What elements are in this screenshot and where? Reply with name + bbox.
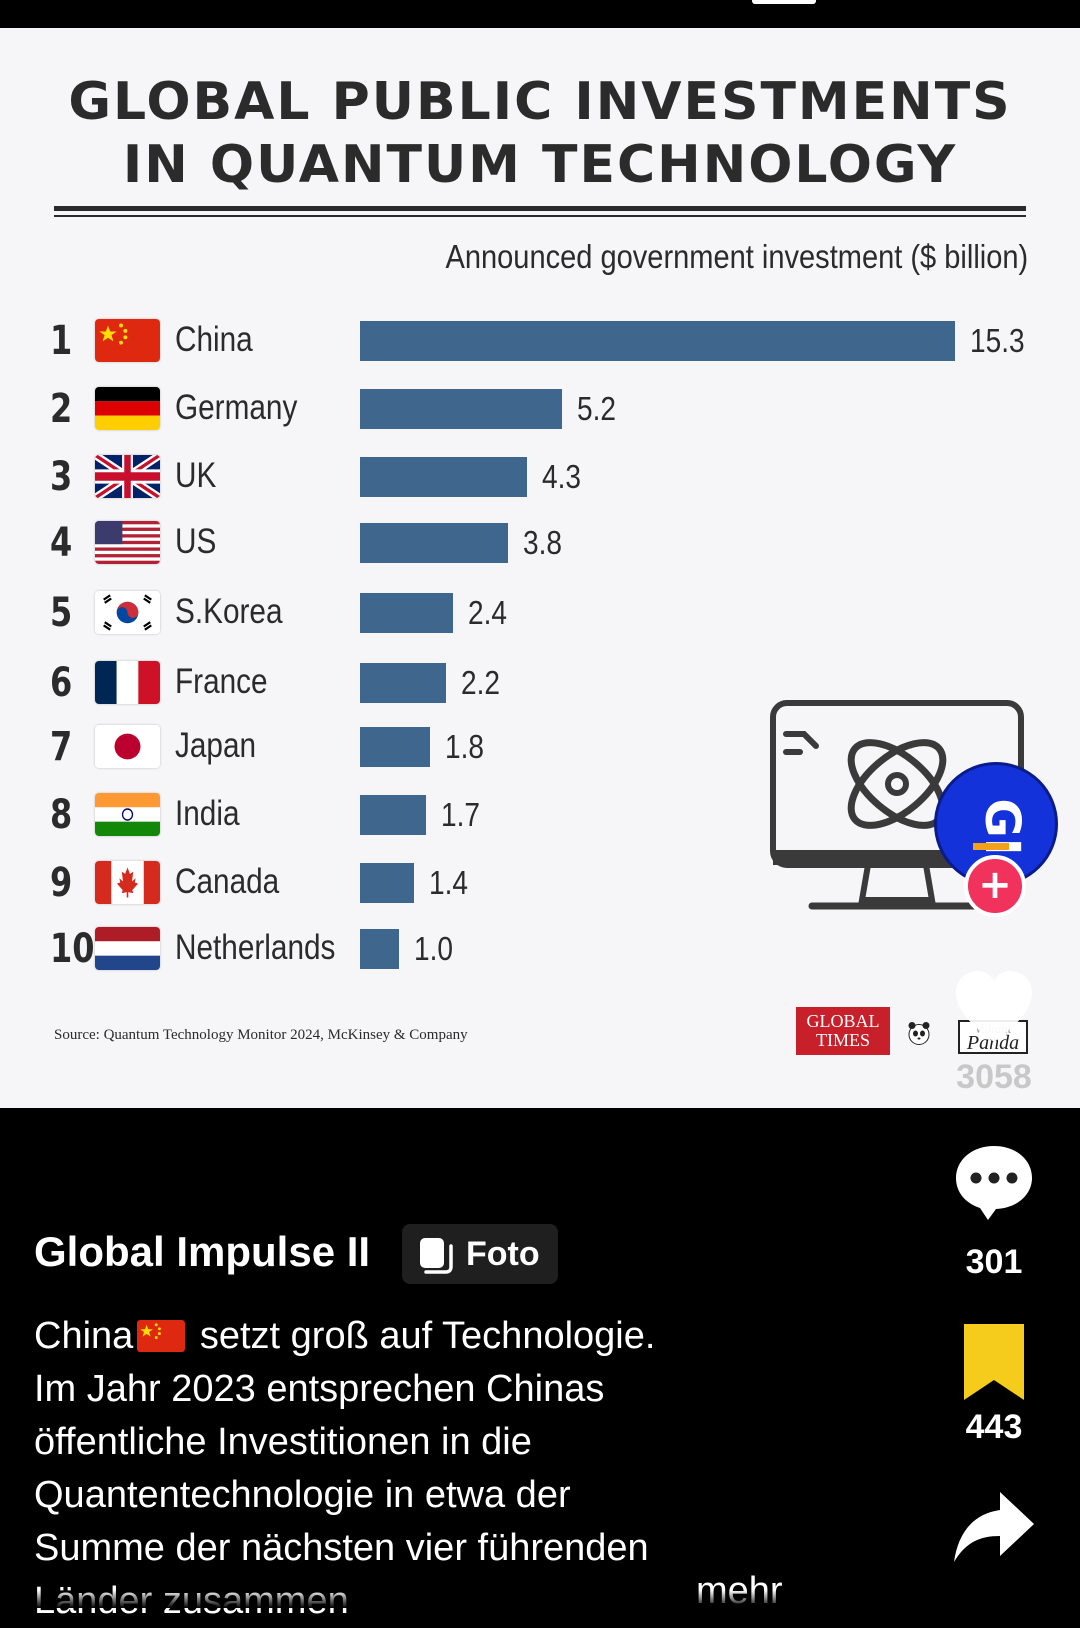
caption-line-3: öffentliche Investitionen in die: [34, 1421, 532, 1463]
chart-row: 8 India 1.7: [0, 786, 1080, 846]
japan-flag-icon: [95, 725, 160, 768]
data-label: 2.2: [461, 664, 500, 701]
author-avatar[interactable]: GI: [934, 762, 1058, 886]
india-flag-icon: [95, 793, 160, 836]
comment-count: 301: [965, 1243, 1023, 1281]
author-name[interactable]: Global Impulse II: [34, 1228, 371, 1275]
global-times-logo: GLOBAL TIMES: [796, 1007, 890, 1055]
like-count: 3058: [956, 1058, 1032, 1096]
category-label: Japan: [175, 726, 257, 765]
germany-flag-icon: [95, 387, 160, 430]
chart-title-line2: IN QUANTUM TECHNOLOGY: [122, 135, 958, 195]
data-label: 1.0: [414, 930, 453, 967]
plus-icon: +: [978, 862, 1012, 908]
data-label: 3.8: [523, 524, 562, 561]
france-flag-icon: [95, 661, 160, 704]
chart-row: 10 Netherlands 1.0: [0, 920, 1080, 980]
chart-source: Source: Quantum Technology Monitor 2024,…: [54, 1027, 468, 1043]
share-arrow-icon[interactable]: [952, 1486, 1036, 1570]
data-label: 1.8: [445, 728, 484, 765]
chart-row: 1 China 15.3: [0, 312, 1080, 372]
save-count: 443: [965, 1408, 1023, 1446]
bar: [360, 321, 955, 361]
category-label: France: [175, 662, 268, 701]
axis-label: Announced government investment ($ billi…: [445, 238, 1028, 275]
rank-label: 3: [50, 454, 73, 500]
rank-label: 8: [50, 792, 73, 838]
uk-flag-icon: [95, 455, 160, 498]
rank-label: 1: [50, 318, 73, 364]
title-divider-thin: [54, 215, 1026, 217]
south-korea-flag-icon: [95, 591, 160, 634]
chart-row: 6 France 2.2: [0, 654, 1080, 714]
bar: [360, 727, 430, 767]
data-label: 5.2: [577, 390, 616, 427]
bar: [360, 457, 527, 497]
photo-badge: Foto: [402, 1224, 558, 1284]
panda-mascot-icon: [908, 1022, 930, 1045]
us-flag-icon: [95, 521, 160, 564]
bar: [360, 863, 414, 903]
rank-label: 5: [50, 590, 73, 636]
data-label: 1.4: [429, 864, 468, 901]
rank-label: 6: [50, 660, 73, 706]
rank-label: 7: [50, 724, 73, 770]
category-label: UK: [175, 456, 217, 495]
china-flag-icon: [95, 319, 160, 362]
category-label: Germany: [175, 388, 298, 427]
caption-line-4: Quantentechnologie in etwa der: [34, 1474, 571, 1516]
data-label: 15.3: [970, 322, 1025, 359]
category-label: Canada: [175, 862, 280, 901]
rank-label: 10: [50, 926, 95, 972]
data-label: 1.7: [441, 796, 480, 833]
chart-row: 7 Japan 1.8: [0, 718, 1080, 778]
data-label: 2.4: [468, 594, 507, 631]
avatar-accent: [973, 843, 1009, 850]
chart-row: 9 Canada 1.4: [0, 854, 1080, 914]
post-caption[interactable]: China setzt groß auf Technologie. Im Jah…: [34, 1310, 934, 1628]
caption-line-2: Im Jahr 2023 entsprechen Chinas: [34, 1368, 605, 1410]
comment-bubble-icon[interactable]: [952, 1140, 1036, 1224]
category-label: S.Korea: [175, 592, 283, 631]
notch-indicator: [752, 0, 816, 4]
category-label: Netherlands: [175, 928, 336, 967]
category-label: US: [175, 522, 217, 561]
bar: [360, 523, 508, 563]
photo-badge-label: Foto: [466, 1235, 540, 1273]
rank-label: 4: [50, 520, 73, 566]
bar: [360, 593, 453, 633]
category-label: China: [175, 320, 253, 359]
bottom-fade: [0, 1590, 1080, 1608]
follow-button[interactable]: +: [964, 855, 1026, 917]
heart-icon[interactable]: [952, 966, 1036, 1050]
category-label: India: [175, 794, 240, 833]
chart-row: 5 S.Korea 2.4: [0, 584, 1080, 644]
bar: [360, 929, 399, 969]
chart-row: 4 US 3.8: [0, 514, 1080, 574]
china-flag-emoji-icon: [137, 1320, 186, 1352]
photo-stack-icon: [420, 1238, 453, 1274]
bookmark-icon[interactable]: [952, 1320, 1036, 1404]
chart-row: 3 UK 4.3: [0, 448, 1080, 508]
data-label: 4.3: [542, 458, 581, 495]
netherlands-flag-icon: [95, 927, 160, 970]
rank-label: 2: [50, 386, 73, 432]
rank-label: 9: [50, 860, 73, 906]
bar: [360, 663, 446, 703]
chart-row: 2 Germany 5.2: [0, 380, 1080, 440]
title-divider: [54, 206, 1026, 211]
chart-title-line1: GLOBAL PUBLIC INVESTMENTS: [68, 72, 1012, 132]
bar: [360, 795, 426, 835]
caption-line-1: China setzt groß auf Technologie.: [34, 1315, 656, 1357]
status-bar: [0, 0, 1080, 28]
canada-flag-icon: [95, 861, 160, 904]
caption-line-5: Summe der nächsten vier führenden: [34, 1527, 649, 1569]
infographic-image[interactable]: GLOBAL PUBLIC INVESTMENTS IN QUANTUM TEC…: [0, 28, 1080, 1108]
bar: [360, 389, 562, 429]
